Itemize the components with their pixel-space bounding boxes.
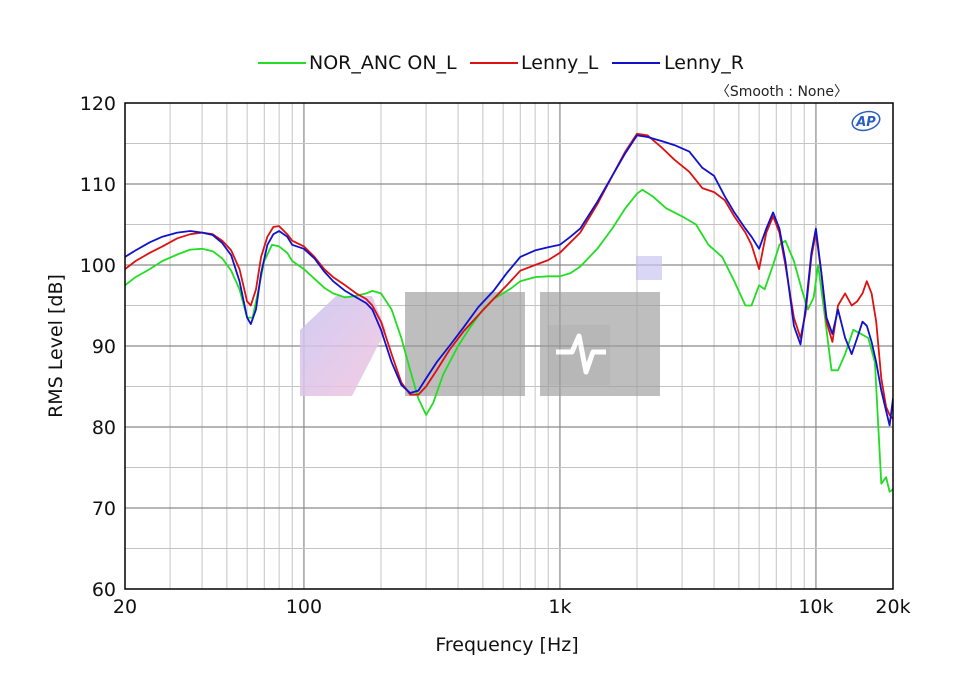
y-tick-labels: 60 70 80 90 100 110 120 [80, 93, 116, 601]
y-tick-label: 90 [92, 336, 116, 358]
y-tick-label: 110 [80, 174, 116, 196]
smoothing-note: 〈Smooth : None〉 [716, 84, 848, 100]
watermark-letter-i [540, 292, 660, 396]
ap-logo-text: AP [855, 115, 876, 130]
x-tick-label: 20k [875, 596, 910, 618]
y-tick-label: 100 [80, 255, 116, 277]
ap-logo-ellipse-icon [851, 110, 881, 132]
watermark-pulse-icon [556, 333, 606, 375]
legend-label: Lenny_R [664, 52, 744, 74]
y-tick-label: 120 [80, 93, 116, 115]
y-tick-label: 70 [92, 498, 116, 520]
x-tick-labels: 20 100 1k 10k 20k [113, 596, 911, 618]
x-tick-label: 1k [548, 596, 571, 618]
x-tick-label: 10k [798, 596, 833, 618]
legend: NOR_ANC ON_L Lenny_L Lenny_R [258, 52, 744, 74]
series-line-lenny-r [125, 134, 893, 427]
watermark-letter-c [405, 292, 525, 396]
series-lines [125, 132, 893, 493]
legend-label: NOR_ANC ON_L [309, 52, 457, 74]
watermark-diamond-shape [300, 296, 386, 396]
watermark [300, 256, 662, 396]
y-tick-label: 80 [92, 417, 116, 439]
legend-label: Lenny_L [521, 52, 599, 74]
y-tick-label: 60 [92, 579, 116, 601]
x-axis-label: Frequency [Hz] [435, 634, 578, 656]
y-axis-label: RMS Level [dB] [45, 274, 67, 418]
x-tick-label: 100 [286, 596, 322, 618]
x-tick-label: 20 [113, 596, 137, 618]
watermark-dot [636, 256, 662, 280]
plot-frame [124, 102, 894, 590]
ap-logo: AP [851, 110, 881, 132]
